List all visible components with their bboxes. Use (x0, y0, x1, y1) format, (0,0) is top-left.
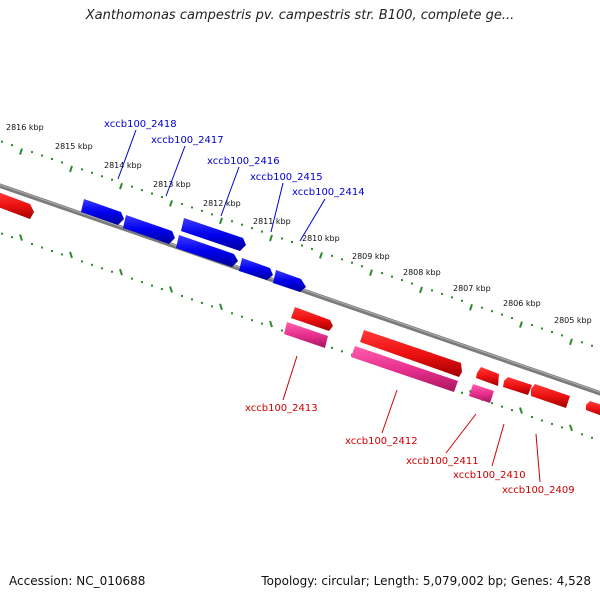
scale-label: 2812 kbp (203, 199, 241, 208)
scale-label: 2816 kbp (6, 123, 44, 132)
gene-label[interactable]: xccb100_2417 (151, 135, 224, 146)
gene-arrow[interactable] (176, 235, 238, 267)
gene-arrow[interactable] (0, 192, 34, 219)
gene-label[interactable]: xccb100_2413 (245, 403, 318, 414)
major-tick (19, 234, 23, 241)
major-tick (169, 200, 173, 207)
gene-arrow[interactable] (239, 258, 273, 280)
scale-label: 2808 kbp (403, 268, 441, 277)
scale-label: 2809 kbp (352, 252, 390, 261)
major-tick (169, 286, 173, 293)
major-tick (269, 234, 273, 242)
gene-arrow[interactable] (351, 346, 458, 392)
scale-label: 2815 kbp (55, 142, 93, 151)
leader-line (445, 413, 477, 454)
scale-labels: 2816 kbp 2815 kbp 2814 kbp 2813 kbp 2812… (6, 123, 592, 325)
major-tick (219, 303, 223, 311)
leader-line (220, 166, 240, 217)
major-tick (69, 165, 73, 173)
scale-label: 2811 kbp (253, 217, 291, 226)
leader-line (117, 129, 137, 180)
reverse-label-leaders (282, 355, 541, 483)
gene-label[interactable]: xccb100_2409 (502, 485, 575, 496)
gene-label[interactable]: xccb100_2418 (104, 119, 177, 130)
gene-arrow[interactable] (123, 215, 175, 244)
major-tick (519, 321, 523, 328)
topology-summary-text: Topology: circular; Length: 5,079,002 bp… (261, 574, 591, 588)
gene-label[interactable]: xccb100_2412 (345, 436, 418, 447)
scale-label: 2813 kbp (153, 180, 191, 189)
gene-arrow[interactable] (586, 401, 600, 417)
accession-text: Accession: NC_010688 (9, 574, 146, 588)
major-tick (419, 286, 423, 294)
major-tick (269, 320, 273, 328)
scale-label: 2806 kbp (503, 299, 541, 308)
gene-arrow[interactable] (503, 377, 532, 395)
leader-line (491, 423, 505, 467)
major-tick (319, 252, 323, 259)
major-tick (369, 269, 373, 276)
gene-label[interactable]: xccb100_2416 (207, 156, 280, 167)
major-tick (69, 251, 73, 259)
leader-line (299, 198, 326, 242)
gene-label[interactable]: xccb100_2415 (250, 172, 323, 183)
gene-arrow[interactable] (476, 367, 499, 386)
gene-arrow[interactable] (81, 199, 124, 225)
map-title: Xanthomonas campestris pv. campestris st… (85, 8, 515, 23)
leader-line (282, 355, 298, 401)
leader-line (381, 389, 398, 434)
major-tick (119, 182, 123, 190)
major-tick (569, 424, 573, 432)
major-tick (19, 148, 23, 155)
major-tick (119, 268, 123, 276)
outer-tick-ring (1, 140, 593, 347)
forward-genes (81, 199, 306, 292)
reverse-genes (0, 192, 600, 417)
forward-label-leaders (117, 129, 326, 242)
forward-gene-labels: xccb100_2418 xccb100_2417 xccb100_2416 x… (104, 119, 365, 198)
gene-arrow[interactable] (360, 330, 462, 377)
reverse-gene-labels: xccb100_2413 xccb100_2412 xccb100_2411 x… (245, 403, 575, 496)
major-tick (219, 217, 223, 225)
gene-arrow[interactable] (291, 307, 333, 331)
major-tick (569, 338, 573, 346)
leader-line (165, 145, 186, 197)
gene-arrow[interactable] (469, 384, 494, 403)
scale-label: 2807 kbp (453, 284, 491, 293)
gene-label[interactable]: xccb100_2414 (292, 187, 365, 198)
major-tick (469, 303, 473, 311)
gene-arrow[interactable] (284, 322, 328, 348)
gene-arrow[interactable] (273, 270, 306, 292)
gene-label[interactable]: xccb100_2410 (453, 470, 526, 481)
leader-line (270, 182, 284, 233)
gene-label[interactable]: xccb100_2411 (406, 456, 479, 467)
gene-arrow[interactable] (181, 218, 246, 251)
scale-label: 2810 kbp (302, 234, 340, 243)
major-tick (519, 407, 523, 414)
gene-arrow[interactable] (531, 384, 570, 408)
leader-line (535, 433, 541, 483)
scale-label: 2805 kbp (554, 316, 592, 325)
